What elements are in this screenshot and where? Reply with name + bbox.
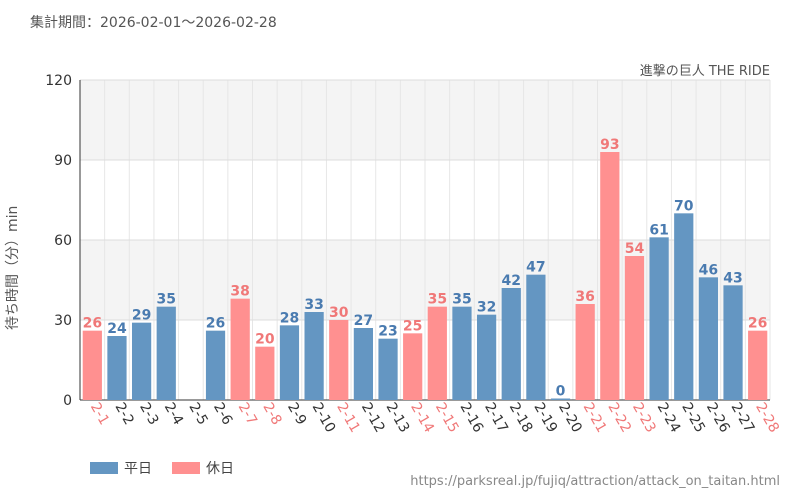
source-link[interactable]: https://parksreal.jp/fujiq/attraction/at… — [410, 474, 780, 489]
legend: 平日 休日 — [90, 458, 254, 478]
x-tick-label: 2-3 — [136, 400, 161, 428]
data-label: 93 — [600, 137, 619, 153]
data-label: 30 — [329, 305, 349, 321]
legend-item-weekday: 平日 — [90, 458, 152, 478]
legend-item-holiday: 休日 — [172, 458, 234, 478]
x-tick-label: 2-13 — [383, 400, 413, 436]
bar — [255, 346, 275, 400]
data-label: 23 — [378, 324, 397, 340]
bar — [378, 338, 398, 400]
x-tick-label: 2-12 — [358, 400, 388, 436]
data-label: 24 — [107, 321, 127, 337]
x-tick-label: 2-25 — [678, 400, 708, 436]
data-label: 46 — [699, 262, 718, 278]
x-tick-label: 2-8 — [259, 400, 284, 428]
bar — [452, 306, 472, 400]
data-label: 32 — [477, 300, 496, 316]
x-tick-label: 2-10 — [309, 400, 339, 436]
bar — [403, 333, 423, 400]
bar — [600, 152, 620, 400]
data-label: 38 — [230, 284, 249, 300]
legend-swatch-weekday — [90, 462, 118, 474]
legend-label-holiday: 休日 — [206, 461, 234, 477]
x-tick-label: 2-27 — [728, 400, 758, 436]
data-label: 26 — [748, 316, 767, 332]
x-tick-label: 2-22 — [604, 400, 634, 436]
bar — [279, 325, 300, 400]
bar — [575, 304, 595, 400]
x-tick-label: 2-6 — [210, 400, 235, 428]
data-label: 54 — [625, 241, 645, 257]
x-tick-label: 2-23 — [629, 400, 659, 436]
data-label: 28 — [280, 310, 299, 326]
data-label: 36 — [575, 289, 594, 305]
bar — [501, 288, 521, 400]
x-tick-label: 2-15 — [432, 400, 462, 436]
data-label: 27 — [354, 313, 373, 329]
data-label: 25 — [403, 318, 422, 334]
x-tick-label: 2-24 — [654, 400, 684, 436]
bar — [427, 306, 447, 400]
data-label: 70 — [674, 198, 694, 214]
data-label: 0 — [556, 384, 566, 400]
bar — [526, 274, 546, 400]
x-tick-label: 2-26 — [703, 400, 733, 436]
bar — [230, 298, 250, 400]
x-tick-label: 2-11 — [333, 400, 363, 436]
y-tick-label: 90 — [54, 153, 72, 169]
bar — [476, 314, 497, 400]
bar — [156, 306, 176, 400]
bar — [82, 330, 102, 400]
y-tick-label: 120 — [45, 73, 72, 89]
data-label: 33 — [304, 297, 323, 313]
x-tick-label: 2-9 — [284, 400, 309, 428]
chart-title: 集計期間：2026-02-01～2026-02-28 — [30, 15, 277, 31]
legend-label-weekday: 平日 — [124, 461, 152, 477]
data-label: 26 — [206, 316, 225, 332]
x-tick-label: 2-7 — [235, 400, 260, 428]
bar — [723, 285, 743, 400]
bar — [550, 398, 571, 400]
data-label: 29 — [132, 308, 151, 324]
bar — [748, 330, 768, 400]
x-tick-label: 2-21 — [580, 400, 610, 436]
data-label: 43 — [723, 270, 742, 286]
data-label: 35 — [452, 292, 471, 308]
legend-swatch-holiday — [172, 462, 200, 474]
chart-subtitle: 進撃の巨人 THE RIDE — [639, 64, 770, 79]
x-tick-label: 2-4 — [161, 400, 186, 428]
data-label: 35 — [428, 292, 447, 308]
x-tick-label: 2-2 — [112, 400, 137, 428]
bar — [698, 277, 719, 400]
data-label: 20 — [255, 332, 275, 348]
bar — [131, 322, 152, 400]
bar — [353, 328, 374, 400]
bar — [624, 256, 645, 400]
x-tick-label: 2-17 — [481, 400, 511, 436]
bar — [649, 237, 669, 400]
bar — [107, 336, 127, 400]
x-tick-label: 2-18 — [506, 400, 536, 436]
y-tick-label: 30 — [54, 313, 72, 329]
y-tick-label: 60 — [54, 233, 72, 249]
x-tick-label: 2-16 — [457, 400, 487, 436]
y-tick-label: 0 — [63, 393, 72, 409]
x-tick-label: 2-28 — [752, 400, 782, 436]
bar — [329, 320, 349, 400]
x-tick-label: 2-1 — [87, 400, 112, 428]
data-label: 42 — [502, 273, 521, 289]
data-label: 61 — [649, 222, 668, 238]
x-tick-label: 2-19 — [530, 400, 560, 436]
bar — [205, 330, 226, 400]
x-tick-label: 2-14 — [407, 400, 437, 436]
data-label: 26 — [83, 316, 102, 332]
bar — [304, 312, 324, 400]
data-label: 35 — [157, 292, 176, 308]
data-label: 47 — [526, 260, 545, 276]
x-tick-label: 2-5 — [185, 400, 210, 428]
bar — [674, 213, 694, 400]
x-tick-label: 2-20 — [555, 400, 585, 436]
